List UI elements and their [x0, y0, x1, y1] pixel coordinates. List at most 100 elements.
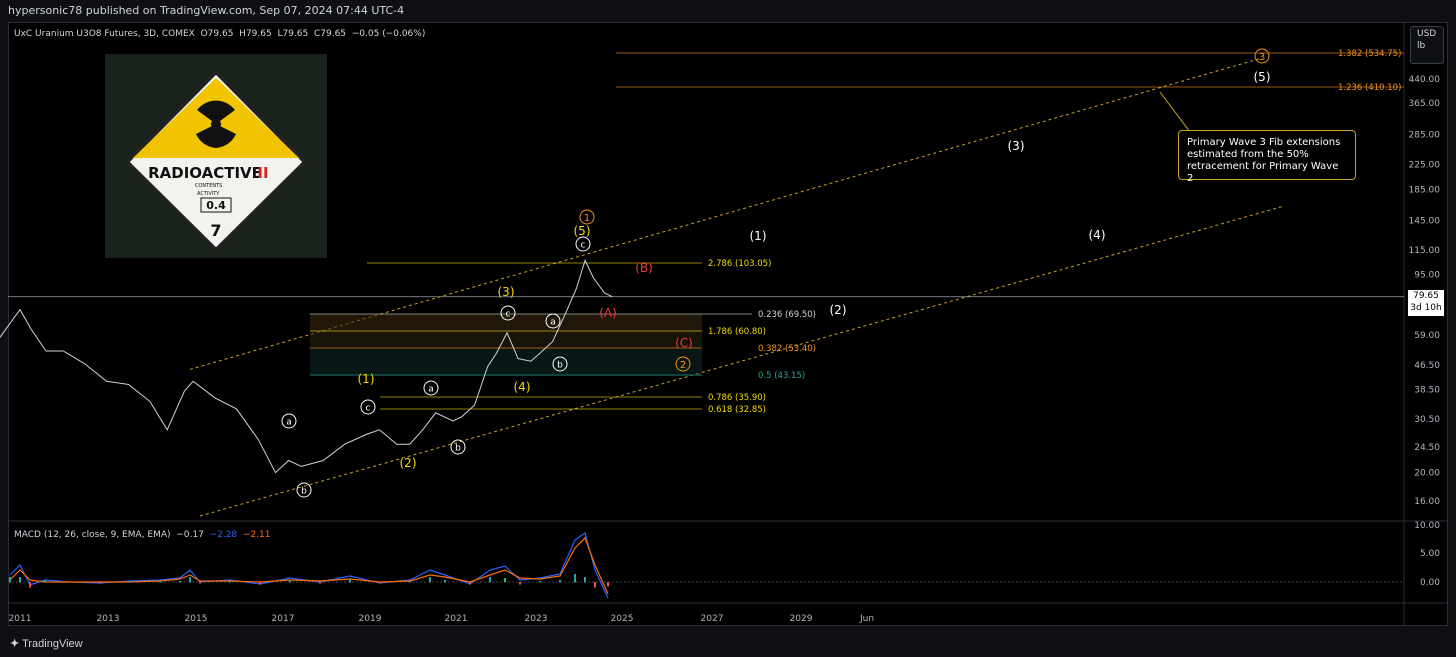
macd-histogram-bar [319, 582, 321, 584]
tradingview-logo[interactable]: ✦ TradingView [10, 637, 83, 650]
symbol-legend: UxC Uranium U3O8 Futures, 3D, COMEX O79.… [14, 29, 425, 39]
macd-histogram-bar [539, 581, 541, 583]
activity-label: ACTIVITY [197, 191, 220, 197]
published-text: hypersonic78 published on TradingView.co… [8, 4, 405, 17]
wave-label-correction: (A) [599, 306, 617, 320]
circled-wave-marker [675, 356, 691, 372]
macd-histogram-bar [519, 582, 521, 585]
x-tick-label: 2023 [525, 614, 548, 624]
x-tick-label: 2021 [445, 614, 468, 624]
macd-histogram-bar [574, 574, 576, 583]
macd-histogram-bar [444, 580, 446, 583]
circled-subwave-label: c [366, 404, 371, 414]
last-price-tag: 79.65 3d 10h [1408, 290, 1444, 316]
x-tick-label: 2017 [272, 614, 295, 624]
macd-histogram-bar [229, 581, 231, 583]
price-series-line [0, 259, 613, 474]
macd-histogram-bar [44, 580, 46, 583]
macd-label: MACD (12, 26, close, 9, EMA, EMA) [14, 530, 171, 540]
y-tick-label: 59.00 [1414, 331, 1440, 341]
macd-histogram-bar [19, 577, 21, 583]
wave-label-correction: (C) [675, 336, 693, 350]
contents-label: CONTENTS [195, 183, 222, 189]
circled-subwave-marker [575, 236, 591, 252]
macd-histogram-bar [469, 582, 471, 585]
macd-legend: MACD (12, 26, close, 9, EMA, EMA) −0.17 … [14, 530, 270, 540]
macd-histogram-bar [69, 582, 71, 583]
macd-value-macd: −2.28 [209, 530, 238, 540]
y-tick-label: 20.00 [1414, 469, 1440, 479]
radioactive-image: RADIOACTIVE II CONTENTS ACTIVITY 0.4 7 [105, 54, 327, 258]
fib-level-label: 0.236 (69.50) [758, 310, 816, 320]
macd-histogram-bar [289, 580, 291, 583]
circled-subwave-marker [500, 305, 516, 321]
last-price-value: 79.65 [1413, 291, 1439, 301]
y-tick-label: 24.50 [1414, 443, 1440, 453]
wave-label-primary: (4) [1089, 228, 1106, 242]
wave-label-intermediate: (4) [514, 380, 531, 394]
circled-wave-label: 1 [584, 213, 590, 224]
tv-logo-icon: ✦ [10, 638, 20, 650]
fib-zone-mid [310, 332, 702, 348]
macd-histogram-bar [607, 582, 609, 587]
circled-subwave-label: a [428, 385, 434, 395]
macd-value-signal: −2.11 [242, 530, 271, 540]
radioactive-title: RADIOACTIVE [148, 164, 262, 182]
macd-histogram-bar [179, 581, 181, 583]
x-tick-label: 2013 [97, 614, 120, 624]
fib-level-label: 0.786 (35.90) [708, 393, 766, 403]
fib-level-label: 0.618 (32.85) [708, 405, 766, 415]
y-tick-label: 46.50 [1414, 361, 1440, 371]
callout-pointer [1159, 91, 1191, 133]
fib-level-label: 0.5 (43.15) [758, 371, 805, 381]
circled-subwave-marker [450, 439, 466, 455]
fib-level-label: 1.786 (60.80) [708, 327, 766, 337]
c-value: 79.65 [320, 29, 347, 39]
circled-wave-label: 3 [1259, 52, 1265, 63]
h-label: H [239, 29, 246, 39]
fib-level-label: 0.382 (53.40) [758, 344, 816, 354]
circled-subwave-marker [296, 482, 312, 498]
class-number: 7 [210, 221, 221, 240]
annotation-callout[interactable]: Primary Wave 3 Fib extensions estimated … [1178, 130, 1356, 184]
y-tick-label: 365.00 [1409, 99, 1441, 109]
macd-histogram-bar [429, 577, 431, 583]
publish-bar: hypersonic78 published on TradingView.co… [0, 0, 1456, 22]
wave-label-primary: (5) [1254, 70, 1271, 84]
y-tick-label: 95.00 [1414, 270, 1440, 280]
macd-histogram-bar [349, 579, 351, 583]
x-tick-label: 2011 [9, 614, 32, 624]
circled-subwave-label: a [286, 418, 292, 428]
macd-histogram-bar [409, 581, 411, 583]
x-tick-label: 2025 [611, 614, 634, 624]
circled-subwave-marker [281, 413, 297, 429]
bar-countdown: 3d 10h [1410, 303, 1442, 313]
macd-histogram-bar [99, 582, 101, 584]
macd-histogram-bar [259, 582, 261, 585]
x-tick-label: 2027 [701, 614, 724, 624]
circled-subwave-marker [360, 399, 376, 415]
macd-tick-label: 5.00 [1420, 549, 1440, 559]
radioactive-roman: II [257, 164, 268, 182]
measure-label: lb [1417, 41, 1426, 51]
macd-histogram-bar [594, 582, 596, 588]
circled-wave-label: 2 [680, 360, 686, 371]
y-tick-label: 30.50 [1414, 415, 1440, 425]
macd-tick-label: 10.00 [1414, 521, 1440, 531]
annotation-text: Primary Wave 3 Fib extensions estimated … [1187, 137, 1341, 184]
macd-histogram-bar [379, 582, 381, 584]
y-tick-label: 285.00 [1409, 131, 1441, 141]
macd-tick-label: 0.00 [1420, 578, 1440, 588]
x-tick-label: 2019 [359, 614, 382, 624]
o-label: O [200, 29, 208, 39]
y-tick-label: 115.00 [1409, 246, 1441, 256]
macd-histogram-bar [9, 577, 11, 583]
unit-selector[interactable]: USD lb [1410, 26, 1444, 64]
y-tick-label: 145.00 [1409, 217, 1441, 227]
circled-subwave-label: b [455, 444, 461, 454]
y-tick-label: 440.00 [1409, 75, 1441, 85]
fib-zone-upper [310, 314, 702, 332]
macd-histogram-bar [129, 581, 131, 583]
